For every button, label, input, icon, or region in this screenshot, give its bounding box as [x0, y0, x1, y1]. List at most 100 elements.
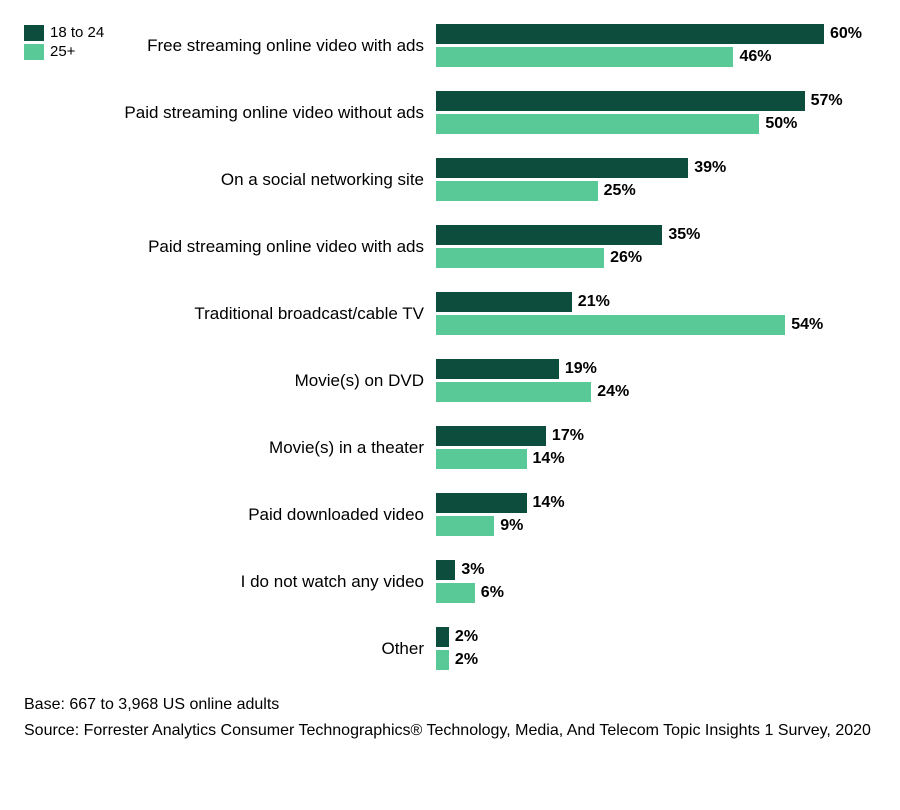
legend: 18 to 24 25+	[24, 24, 104, 62]
bar-row: 19%	[436, 359, 872, 379]
bar-value-label: 14%	[533, 450, 565, 468]
bar-value-label: 46%	[739, 48, 771, 66]
bar-age_25_plus	[436, 114, 759, 134]
bar-value-label: 19%	[565, 360, 597, 378]
bar-value-label: 25%	[604, 182, 636, 200]
chart-row-group: Free streaming online video with ads60%4…	[24, 24, 872, 67]
bar-age_18_24	[436, 292, 572, 312]
chart-row-group: I do not watch any video3%6%	[24, 560, 872, 603]
category-label: On a social networking site	[24, 169, 436, 190]
category-label: I do not watch any video	[24, 571, 436, 592]
bar-value-label: 26%	[610, 249, 642, 267]
bar-value-label: 21%	[578, 293, 610, 311]
legend-item: 18 to 24	[24, 24, 104, 41]
bar-age_25_plus	[436, 382, 591, 402]
bar-age_18_24	[436, 359, 559, 379]
base-text: Base: 667 to 3,968 US online adults	[24, 694, 872, 716]
category-label: Traditional broadcast/cable TV	[24, 303, 436, 324]
bars-container: 2%2%	[436, 627, 872, 670]
bar-value-label: 2%	[455, 651, 478, 669]
category-label: Paid streaming online video without ads	[24, 102, 436, 123]
bars-container: 21% 54%	[436, 292, 872, 335]
legend-label-18-24: 18 to 24	[50, 24, 104, 41]
bar-value-label: 35%	[668, 226, 700, 244]
bar-row: 54%	[436, 315, 872, 335]
bar-value-label: 57%	[811, 92, 843, 110]
bar-value-label: 6%	[481, 584, 504, 602]
category-label: Movie(s) in a theater	[24, 437, 436, 458]
bar-row: 60%	[436, 24, 872, 44]
bar-row: 50%	[436, 114, 872, 134]
bar-value-label: 50%	[765, 115, 797, 133]
bar-row: 25%	[436, 181, 872, 201]
chart-row-group: Movie(s) on DVD19%24%	[24, 359, 872, 402]
bar-row: 17%	[436, 426, 872, 446]
bar-age_18_24	[436, 158, 688, 178]
chart-row-group: Traditional broadcast/cable TV 21% 54%	[24, 292, 872, 335]
category-label: Movie(s) on DVD	[24, 370, 436, 391]
bar-age_18_24	[436, 24, 824, 44]
bars-container: 17%14%	[436, 426, 872, 469]
legend-item: 25+	[24, 43, 104, 60]
legend-swatch-18-24	[24, 25, 44, 41]
bar-value-label: 14%	[533, 494, 565, 512]
bar-value-label: 54%	[791, 316, 823, 334]
bar-value-label: 2%	[455, 628, 478, 646]
bar-row: 46%	[436, 47, 872, 67]
bars-container: 3%6%	[436, 560, 872, 603]
bars-container: 39% 25%	[436, 158, 872, 201]
category-label: Paid streaming online video with ads	[24, 236, 436, 257]
bar-age_18_24	[436, 627, 449, 647]
bar-row: 39%	[436, 158, 872, 178]
grouped-bar-chart: Free streaming online video with ads60%4…	[24, 24, 872, 670]
chart-row-group: Paid streaming online video without ads5…	[24, 91, 872, 134]
bars-container: 19%24%	[436, 359, 872, 402]
bar-value-label: 24%	[597, 383, 629, 401]
bars-container: 60% 46%	[436, 24, 872, 67]
legend-label-25-plus: 25+	[50, 43, 75, 60]
bar-row: 14%	[436, 493, 872, 513]
bar-age_18_24	[436, 91, 805, 111]
bar-age_25_plus	[436, 47, 733, 67]
chart-row-group: On a social networking site 39% 25%	[24, 158, 872, 201]
chart-row-group: Other2%2%	[24, 627, 872, 670]
chart-row-group: Paid streaming online video with ads 35% 2…	[24, 225, 872, 268]
bar-age_18_24	[436, 560, 455, 580]
bar-age_18_24	[436, 426, 546, 446]
legend-swatch-25-plus	[24, 44, 44, 60]
bar-row: 26%	[436, 248, 872, 268]
bar-row: 9%	[436, 516, 872, 536]
bar-row: 24%	[436, 382, 872, 402]
bar-row: 6%	[436, 583, 872, 603]
bar-row: 35%	[436, 225, 872, 245]
chart-row-group: Paid downloaded video 14% 9%	[24, 493, 872, 536]
bar-age_25_plus	[436, 516, 494, 536]
bar-age_25_plus	[436, 583, 475, 603]
bar-row: 14%	[436, 449, 872, 469]
bars-container: 57% 50%	[436, 91, 872, 134]
bar-age_25_plus	[436, 449, 527, 469]
source-text: Source: Forrester Analytics Consumer Tec…	[24, 720, 872, 742]
bar-row: 3%	[436, 560, 872, 580]
chart-footer: Base: 667 to 3,968 US online adults Sour…	[24, 694, 872, 743]
category-label: Paid downloaded video	[24, 504, 436, 525]
bar-row: 2%	[436, 650, 872, 670]
bar-value-label: 3%	[461, 561, 484, 579]
bar-age_25_plus	[436, 248, 604, 268]
bar-age_25_plus	[436, 650, 449, 670]
bar-age_25_plus	[436, 181, 598, 201]
bar-value-label: 17%	[552, 427, 584, 445]
bar-value-label: 9%	[500, 517, 523, 535]
chart-row-group: Movie(s) in a theater17%14%	[24, 426, 872, 469]
bar-age_25_plus	[436, 315, 785, 335]
bar-age_18_24	[436, 493, 527, 513]
bar-row: 21%	[436, 292, 872, 312]
bar-value-label: 60%	[830, 25, 862, 43]
bar-row: 57%	[436, 91, 872, 111]
bars-container: 14% 9%	[436, 493, 872, 536]
bars-container: 35% 26%	[436, 225, 872, 268]
category-label: Other	[24, 638, 436, 659]
bar-age_18_24	[436, 225, 662, 245]
bar-row: 2%	[436, 627, 872, 647]
bar-value-label: 39%	[694, 159, 726, 177]
